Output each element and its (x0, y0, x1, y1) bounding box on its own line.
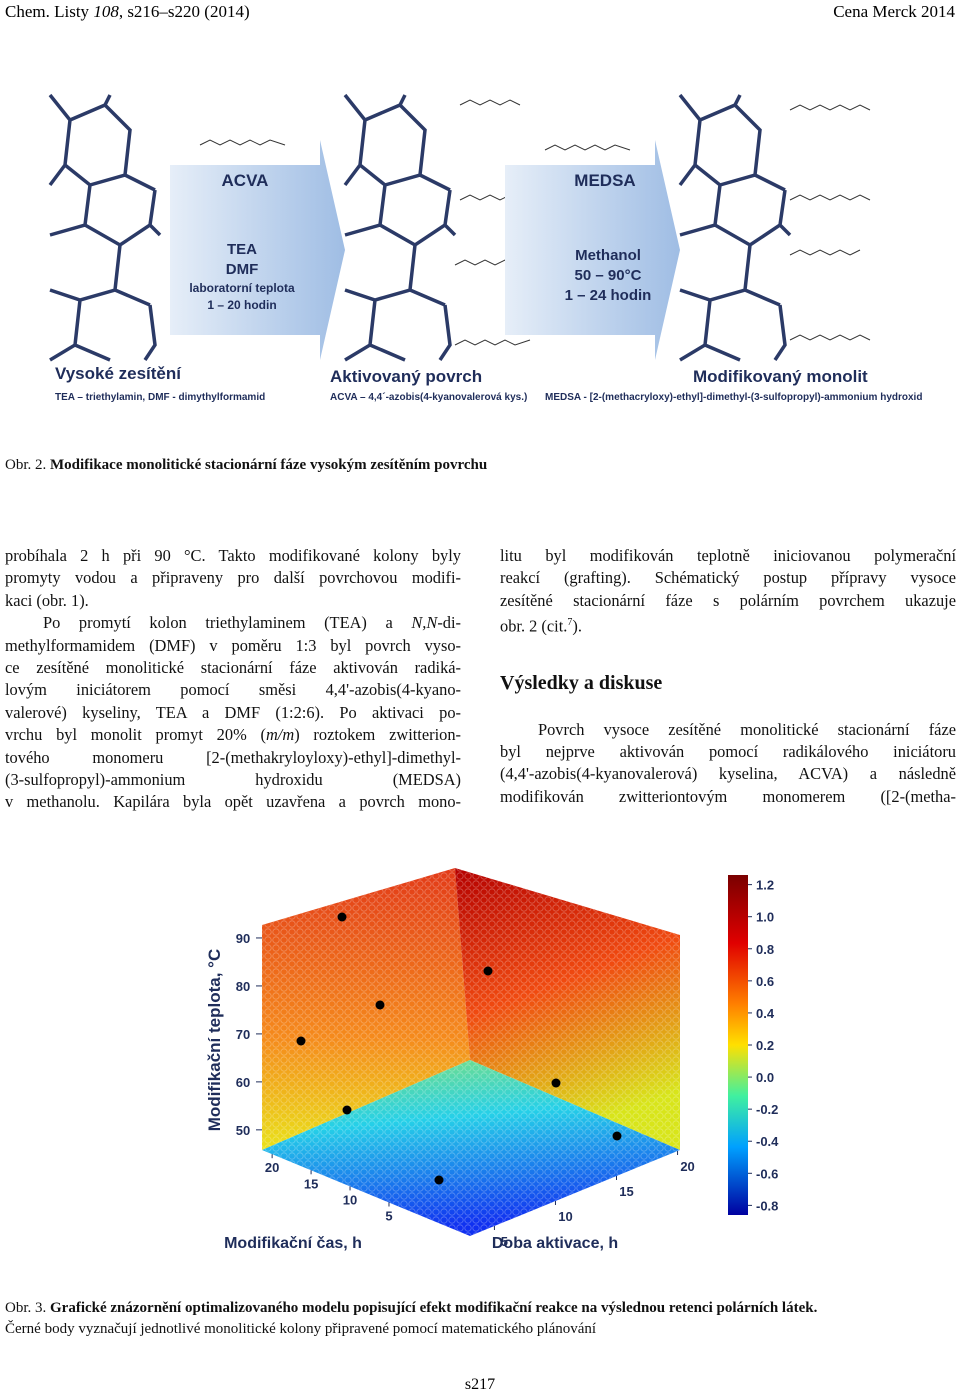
stage: Modifikovaný monolit (693, 367, 868, 386)
condition: DMF (226, 261, 259, 278)
tick-label: 15 (619, 1184, 633, 1199)
colorbar (728, 875, 748, 1215)
header-right: Cena Merck 2014 (833, 2, 955, 21)
figure3-scales: 50 60 70 80 90 5 10 15 20 5 10 15 20 1.2 1.0 0.8 0.6 0.4 0… (236, 875, 779, 1249)
text-line: ce zesítěné monolitické stacionární fáze… (5, 658, 461, 678)
text-line: kaci (obr. 1). (5, 590, 89, 610)
text-line: litu byl modifikován teplotně iniciovano… (500, 546, 956, 565)
network (343, 93, 457, 362)
text-line: obr. 2 (cit.7). (500, 616, 582, 636)
tick-label: 80 (236, 979, 250, 994)
text-line: vrchu byl monolit promyt 20% (m/m) rozto… (5, 725, 461, 745)
note: ACVA – 4,4´-azobis(4-kyanovalerová kys.) (330, 392, 527, 403)
tick-label: 5 (501, 1234, 508, 1249)
header-left: Chem. Listy 108, s216–s220 (2014) (5, 2, 250, 21)
caption: Obr. 2. Modifikace monolitické stacionár… (5, 457, 488, 473)
condition: 50 – 90°C (575, 267, 642, 284)
network (678, 93, 792, 362)
tick-label: 60 (236, 1075, 250, 1090)
tick-label: 10 (558, 1209, 572, 1224)
text-line: (4,4'-azobis(4-kyanovalerová) kyselina, … (500, 764, 956, 784)
condition: 1 – 24 hodin (565, 287, 652, 304)
network (48, 93, 162, 362)
tick-label: 0.2 (756, 1038, 774, 1053)
reagent: ACVA (222, 171, 269, 190)
sample-points (296, 912, 622, 1185)
tick-label: 15 (304, 1176, 318, 1191)
tick-label: 20 (265, 1160, 279, 1175)
tick-label: -0.8 (756, 1198, 778, 1213)
text-line: zesítěné stacionární fáze s polárním pov… (500, 590, 956, 610)
text-line: valerové) kyseliny, TEA a DMF (1:2:6). P… (5, 702, 461, 722)
cube (262, 868, 680, 1236)
tick-label: 1.2 (756, 878, 774, 893)
right-column: litu byl modifikován teplotně iniciovano… (500, 545, 956, 808)
tick-label: 70 (236, 1027, 250, 1042)
tick-label: 1.0 (756, 910, 774, 925)
tick-label: 50 (236, 1123, 250, 1138)
condition: Methanol (575, 247, 641, 264)
condition: TEA (227, 241, 257, 258)
tick-label: 0.8 (756, 942, 774, 957)
tick-label: 10 (343, 1192, 357, 1207)
tick-label: -0.2 (756, 1102, 778, 1117)
reagent: MEDSA (574, 171, 635, 190)
text-line: lovým iniciátorem pomocí směsi 4,4'-azob… (5, 680, 461, 700)
stage: Vysoké zesítění (55, 364, 182, 383)
text-line: modifikován zwitteriontovým monomerem ([… (500, 786, 956, 806)
tick-label: 0.4 (756, 1006, 775, 1021)
tick-label: -0.4 (756, 1134, 779, 1149)
tick-label: 5 (385, 1209, 392, 1224)
condition: 1 – 20 hodin (207, 298, 276, 312)
caption: Obr. 3. Grafické znázornění optimalizova… (5, 1300, 818, 1337)
chains (199, 99, 871, 346)
axis-title: Modifikační čas, h (224, 1235, 362, 1252)
text-line: Povrch vysoce zesítěné monolitické staci… (538, 719, 956, 739)
heading: Výsledky a diskuse (500, 672, 663, 695)
text-line: promyty vodou a připraveny pro další pov… (5, 568, 461, 588)
text-line: (3-sulfopropyl)-ammonium hydroxidu (MEDS… (5, 770, 461, 790)
note: TEA – triethylamin, DMF - dimythylformam… (55, 392, 265, 403)
tick-label: 20 (680, 1159, 694, 1174)
arrow (170, 140, 345, 360)
tick-label: 90 (236, 931, 250, 946)
text-line: byl nejprve aktivován pomocí radikálovéh… (500, 741, 956, 761)
axis-title: Modifikační teplota, °C (205, 949, 224, 1131)
tick-label: 0.0 (756, 1070, 774, 1085)
text-line: reakcí (grafting). Schématický postup př… (500, 568, 956, 588)
note: MEDSA - [2-(methacryloxy)-ethyl]-dimethy… (545, 392, 922, 403)
page-number: s217 (465, 1376, 495, 1391)
tick-label: -0.6 (756, 1166, 778, 1181)
text-line: tového monomeru [2-(methakryloyloxy)-eth… (5, 747, 461, 767)
stage: Aktivovaný povrch (330, 367, 482, 386)
arrow (505, 140, 680, 360)
left-column: probíhala 2 h při 90 °C. Takto modifikov… (5, 545, 461, 814)
text-line: Po promytí kolon triethylaminem (TEA) a … (43, 613, 461, 633)
axis-title: Doba aktivace, h (492, 1235, 618, 1252)
text-line: v methanolu. Kapilára byla opět uzavřena… (5, 792, 461, 812)
text-line: probíhala 2 h při 90 °C. Takto modifikov… (5, 546, 461, 565)
condition: laboratorní teplota (189, 281, 295, 295)
text-line: methylformamidem (DMF) v poměru 1:3 byl … (5, 635, 461, 655)
tick-label: 0.6 (756, 974, 774, 989)
